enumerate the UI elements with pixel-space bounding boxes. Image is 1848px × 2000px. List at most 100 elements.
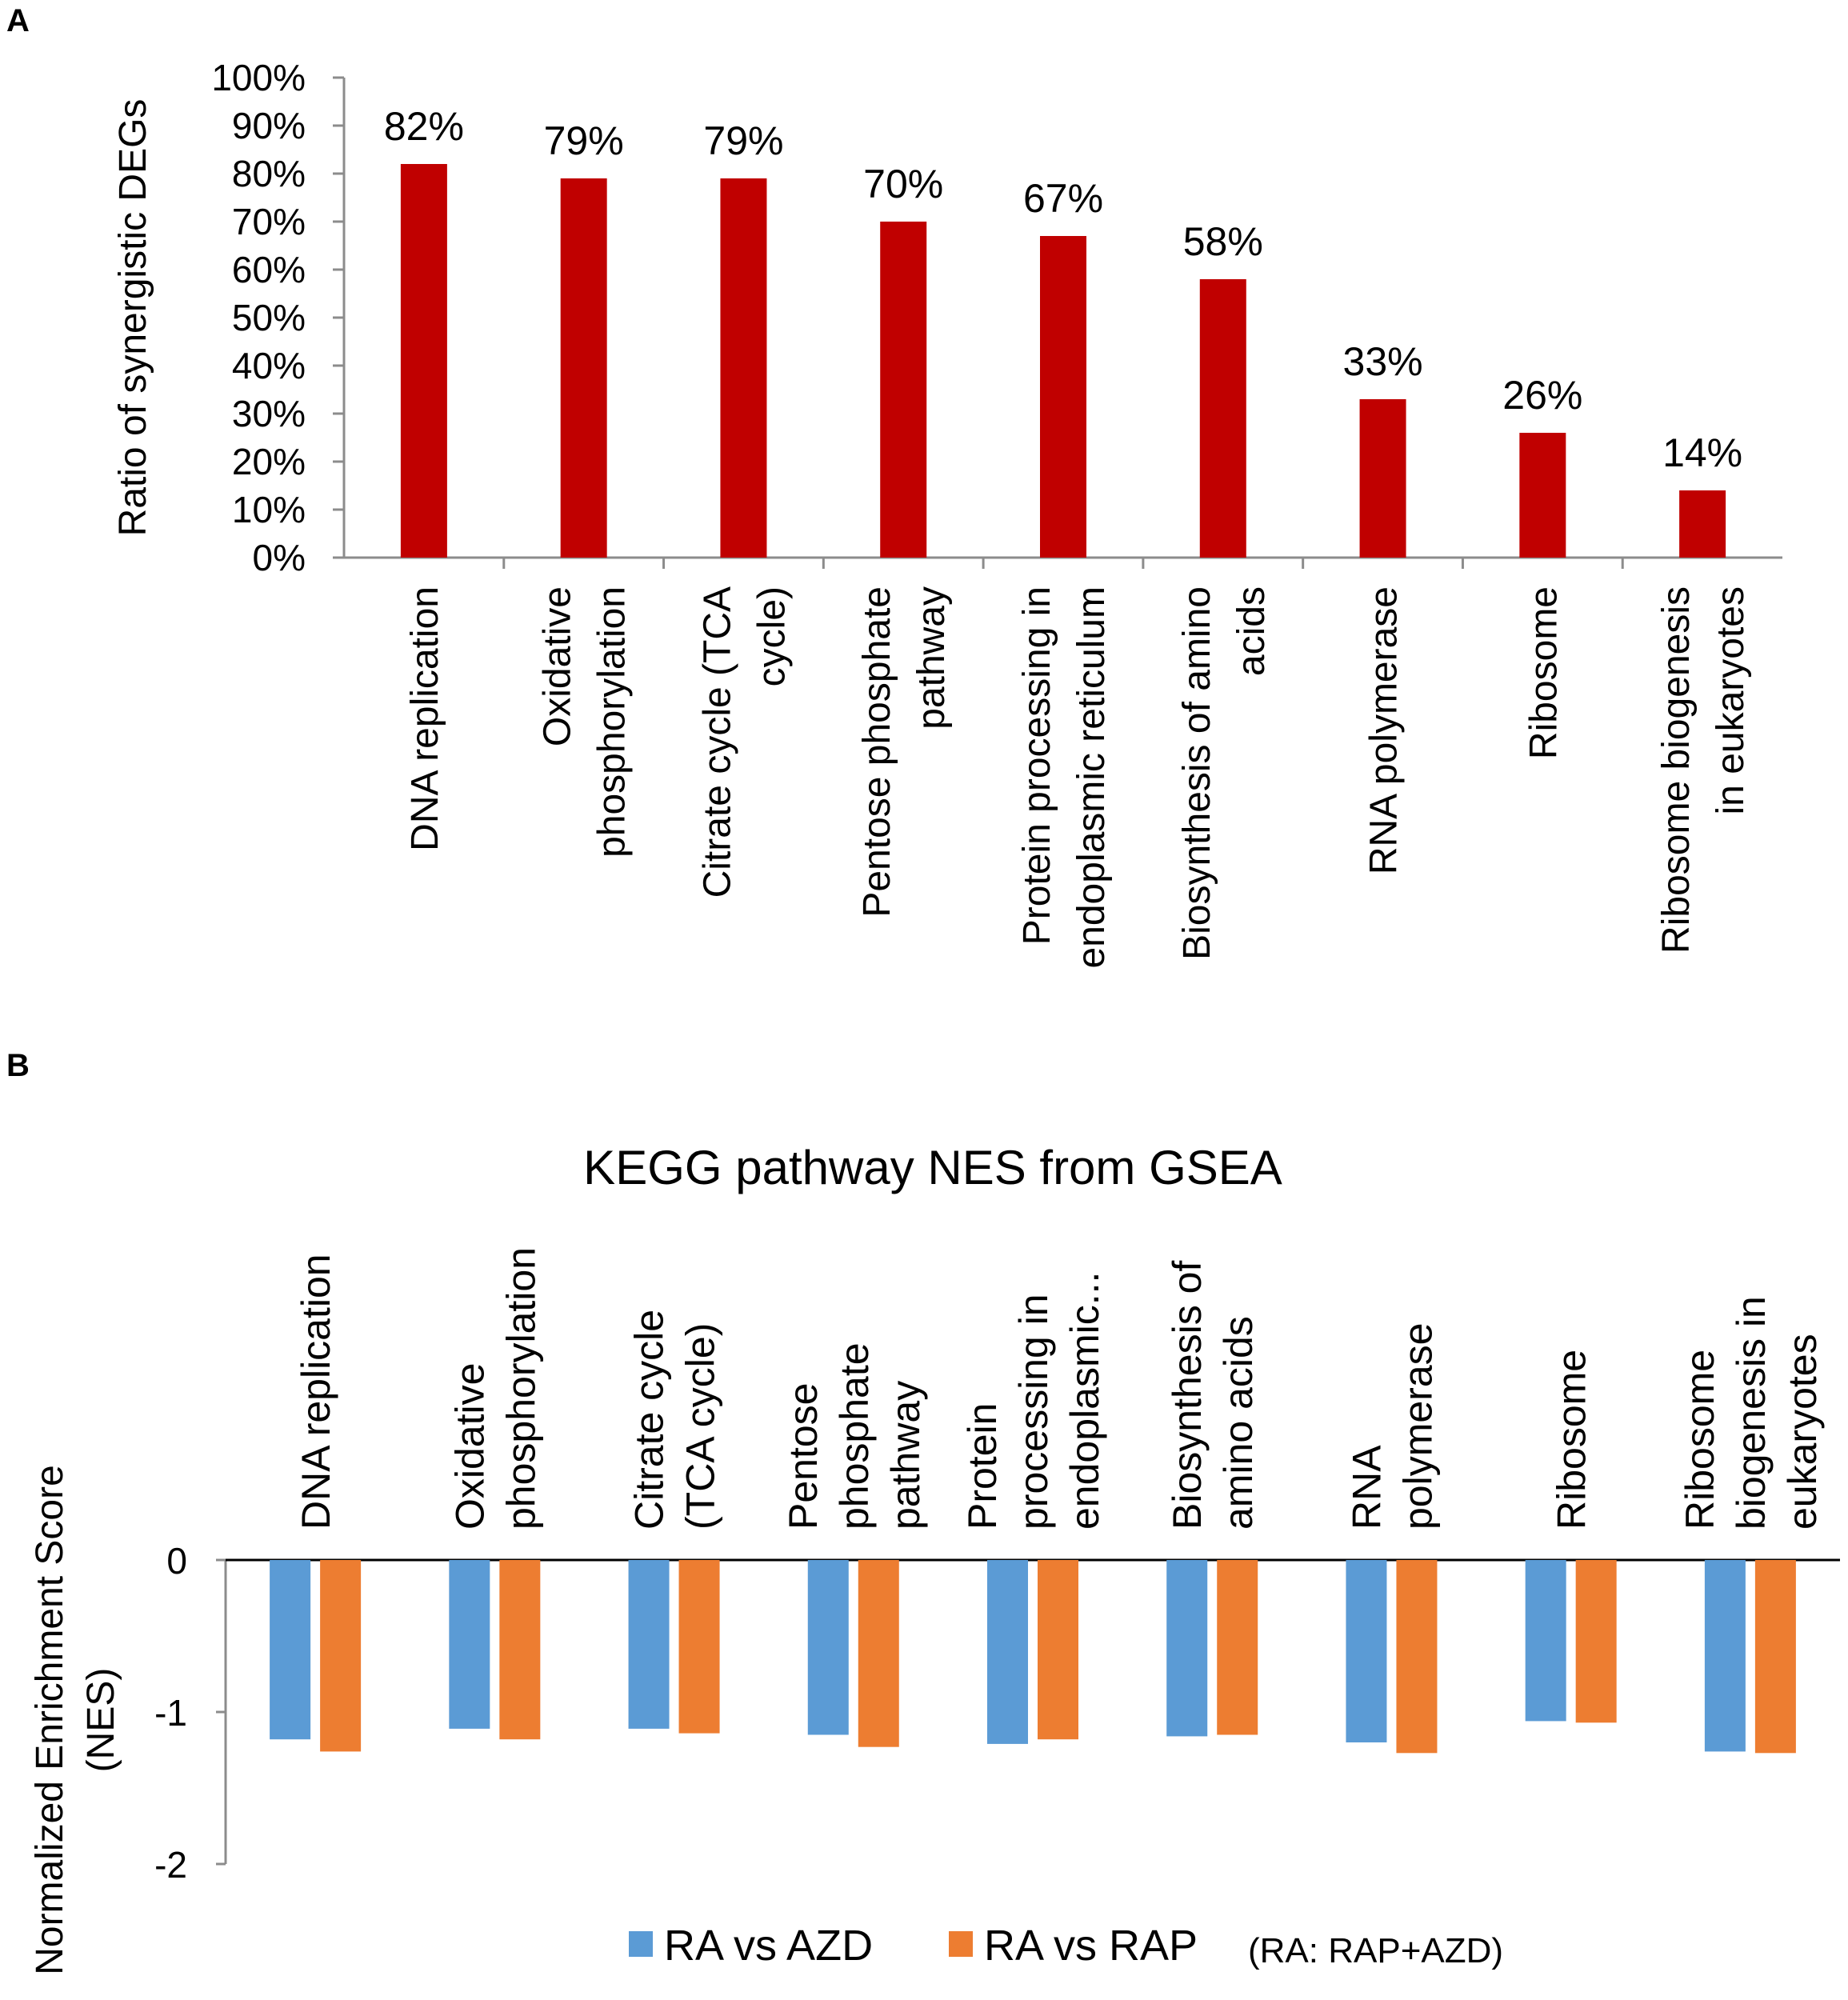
bar-ra-vs-rap xyxy=(1575,1560,1617,1723)
category-label-line: eukaryotes xyxy=(1780,1334,1825,1530)
y-axis-title-line: (NES) xyxy=(80,1668,122,1773)
category-label-line: Oxidative xyxy=(537,586,579,746)
category-label: Oxidative phosphorylation xyxy=(447,1247,543,1530)
category-label: Biosynthesis of amino acids xyxy=(1176,586,1273,960)
category-label-line: Ribosome xyxy=(1550,1350,1594,1530)
panel-a-letter: A xyxy=(6,3,30,38)
category-label-line: Citrate cycle xyxy=(627,1310,672,1530)
panel-b-letter: B xyxy=(6,1048,30,1083)
category-label: Ribosome biogenesis in eukaryotes xyxy=(1678,1296,1825,1530)
category-label: RNA polymerase xyxy=(1344,1323,1440,1530)
bar-ra-vs-azd xyxy=(1166,1560,1208,1737)
category-label: DNA replication xyxy=(404,586,446,851)
category-label: Pentose phosphate pathway xyxy=(781,1342,928,1530)
category-label-line: Pentose xyxy=(781,1383,826,1530)
bar-ra-vs-azd xyxy=(1704,1560,1746,1752)
category-label: Protein processing in endoplasmic... xyxy=(960,1272,1107,1530)
category-label-line: cycle) xyxy=(750,586,793,686)
bar xyxy=(1199,279,1246,558)
category-label-line: polymerase xyxy=(1395,1323,1440,1530)
data-label: 67% xyxy=(1023,176,1103,221)
bar xyxy=(400,164,447,558)
category-label-line: Citrate cycle (TCA xyxy=(696,586,738,898)
category-label-line: Biosynthesis of xyxy=(1165,1261,1210,1530)
data-label: 33% xyxy=(1343,339,1423,384)
bar-ra-vs-azd xyxy=(1346,1560,1387,1742)
category-label: Citrate cycle (TCA cycle) xyxy=(696,586,793,898)
chart-title: KEGG pathway NES from GSEA xyxy=(583,1141,1282,1194)
data-label: 79% xyxy=(703,118,783,163)
y-tick-label: 30% xyxy=(232,393,306,434)
category-label: Oxidative phosphorylation xyxy=(537,586,634,858)
bar xyxy=(1519,433,1566,558)
category-label-line: acids xyxy=(1230,586,1273,676)
y-axis-title-line: Normalized Enrichment Score xyxy=(29,1465,71,1975)
category-label-line: biogenesis in xyxy=(1729,1296,1774,1530)
legend-note: (RA: RAP+AZD) xyxy=(1248,1931,1503,1970)
bar-ra-vs-azd xyxy=(449,1560,490,1729)
category-label-line: Biosynthesis of amino xyxy=(1176,586,1218,960)
category-label-line: Protein processing in xyxy=(1016,586,1058,945)
bar xyxy=(720,178,767,558)
category-label: RNA polymerase xyxy=(1363,586,1406,874)
bar-ra-vs-rap xyxy=(678,1560,720,1734)
category-label-line: RNA polymerase xyxy=(1363,586,1406,874)
bar xyxy=(880,222,927,558)
y-tick-label: 40% xyxy=(232,345,306,386)
category-label-line: DNA replication xyxy=(404,586,446,851)
bar-ra-vs-rap xyxy=(1217,1560,1258,1735)
category-label-line: endoplasmic... xyxy=(1062,1272,1107,1530)
y-tick-label: 60% xyxy=(232,249,306,290)
legend-swatch xyxy=(629,1931,653,1957)
category-label-line: endoplasmic reticulum xyxy=(1070,586,1113,969)
y-tick-label: 10% xyxy=(232,489,306,530)
bar xyxy=(1679,490,1726,558)
category-label-line: phosphate xyxy=(832,1342,877,1530)
y-tick-label: 100% xyxy=(211,57,306,98)
category-label: Citrate cycle (TCA cycle) xyxy=(627,1310,723,1530)
y-tick-label: -1 xyxy=(154,1692,187,1734)
category-label-line: Ribosome biogenesis xyxy=(1655,586,1698,954)
data-label: 79% xyxy=(544,118,624,163)
y-axis-title: Ratio of synergistic DEGs xyxy=(112,99,154,537)
data-label: 14% xyxy=(1662,430,1742,475)
category-label-line: pathway xyxy=(910,586,953,730)
y-tick-label: 70% xyxy=(232,201,306,242)
y-tick-label: 0 xyxy=(166,1540,187,1582)
bar-ra-vs-rap xyxy=(858,1560,899,1747)
category-label: Pentose phosphate pathway xyxy=(856,586,953,918)
bar-ra-vs-rap xyxy=(320,1560,362,1752)
category-label-line: in eukaryotes xyxy=(1710,586,1752,815)
y-axis-title: Normalized Enrichment Score (NES) xyxy=(29,1465,122,1975)
category-label: Protein processing in endoplasmic reticul… xyxy=(1016,586,1113,969)
data-label: 70% xyxy=(863,162,943,206)
category-label-line: Ribosome xyxy=(1678,1350,1722,1530)
category-label-line: Pentose phosphate xyxy=(856,586,898,918)
category-label-line: phosphorylation xyxy=(498,1247,543,1530)
y-tick-label: 90% xyxy=(232,105,306,146)
y-tick-label: -2 xyxy=(154,1844,187,1886)
category-label-line: Oxidative xyxy=(447,1363,492,1530)
bar-ra-vs-rap xyxy=(499,1560,541,1740)
category-label-line: pathway xyxy=(883,1381,928,1530)
category-label-line: RNA xyxy=(1344,1445,1389,1530)
bar xyxy=(1040,236,1086,558)
category-label: DNA replication xyxy=(294,1254,338,1530)
legend-swatch xyxy=(949,1931,973,1957)
category-label-line: DNA replication xyxy=(294,1254,338,1530)
y-tick-label: 20% xyxy=(232,441,306,482)
synergistic-ratio-chart: 0% 10% 20% 30% 40% 50% 60% 70% 80% 90% 100% Ratio o… xyxy=(112,57,1782,969)
category-label: Ribosome xyxy=(1522,586,1565,759)
category-label-line: amino acids xyxy=(1216,1316,1261,1530)
data-label: 58% xyxy=(1183,219,1263,264)
bar-ra-vs-rap xyxy=(1754,1560,1796,1754)
legend-label: RA vs RAP xyxy=(984,1922,1198,1970)
data-label: 26% xyxy=(1502,373,1582,418)
category-label: Biosynthesis of amino acids xyxy=(1165,1261,1261,1530)
bar xyxy=(560,178,607,558)
bar-ra-vs-azd xyxy=(270,1560,311,1740)
bar-ra-vs-rap xyxy=(1038,1560,1078,1740)
category-label-line: (TCA cycle) xyxy=(678,1323,723,1530)
bar-ra-vs-azd xyxy=(807,1560,849,1735)
y-tick-label: 80% xyxy=(232,153,306,194)
